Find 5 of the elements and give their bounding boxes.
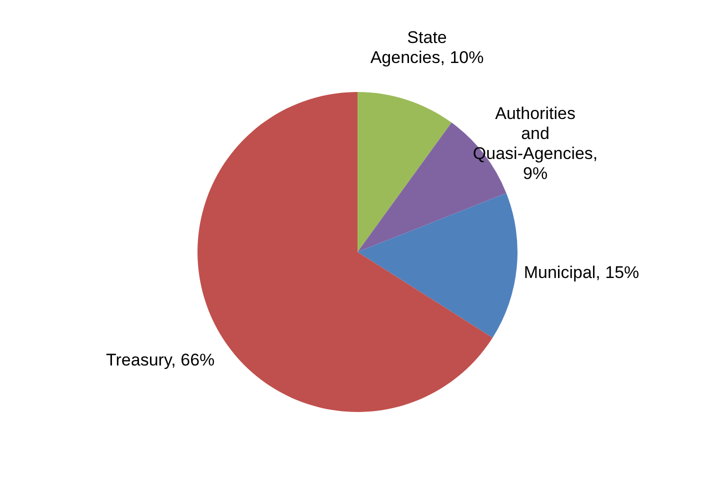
pie-slice xyxy=(358,92,452,252)
pie-slice xyxy=(358,193,518,338)
slice-label: State Agencies, 10% xyxy=(370,28,484,68)
slice-label: Treasury, 66% xyxy=(106,350,215,370)
slice-label: Municipal, 15% xyxy=(524,263,640,282)
